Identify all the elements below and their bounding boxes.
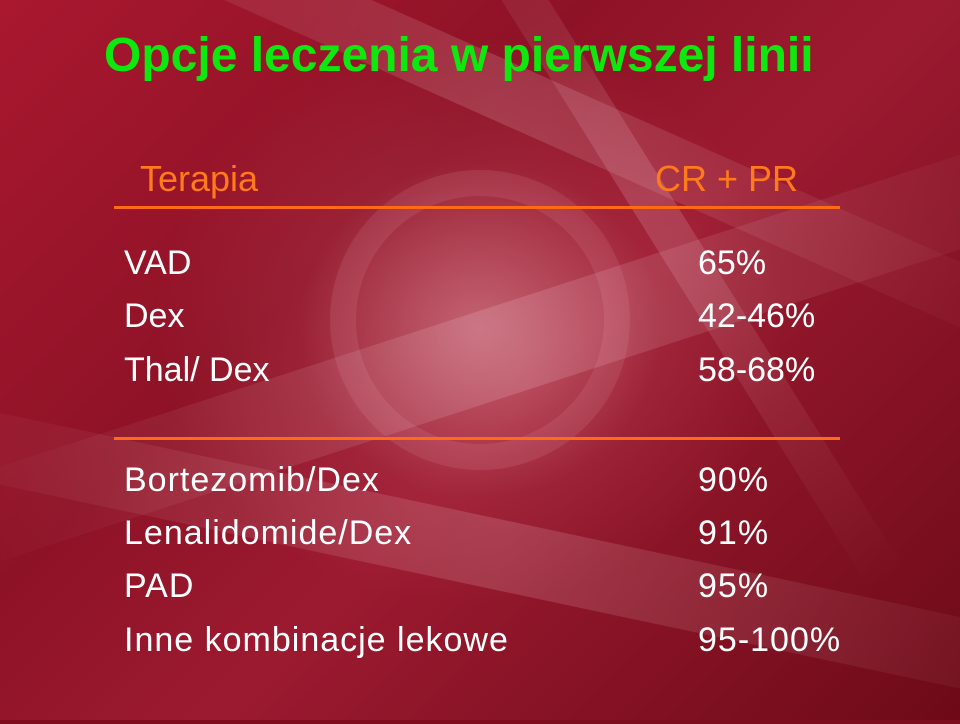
therapy-name: PAD xyxy=(124,567,195,605)
slide-title: Opcje leczenia w pierwszej linii xyxy=(104,29,814,82)
table-row: VAD 65% xyxy=(124,243,854,293)
group-divider xyxy=(114,437,840,440)
table-row: Lenalidomide/Dex 91% xyxy=(124,513,854,563)
response-rate: 42-46% xyxy=(698,297,816,335)
column-header-therapy: Terapia xyxy=(140,158,259,199)
table-row: PAD 95% xyxy=(124,566,854,616)
response-rate: 95% xyxy=(698,567,770,605)
table-row: Dex 42-46% xyxy=(124,296,854,346)
header-divider xyxy=(114,206,840,209)
response-rate: 65% xyxy=(698,244,767,282)
table-row: Bortezomib/Dex 90% xyxy=(124,460,854,510)
therapy-name: Dex xyxy=(124,297,185,335)
response-rate: 95-100% xyxy=(698,621,842,659)
response-rate: 91% xyxy=(698,514,770,552)
table-row: Inne kombinacje lekowe 95-100% xyxy=(124,620,854,670)
therapy-name: Bortezomib/Dex xyxy=(124,461,380,499)
therapy-name: Lenalidomide/Dex xyxy=(124,514,413,552)
table-row: Thal/ Dex 58-68% xyxy=(124,350,854,400)
therapy-name: VAD xyxy=(124,244,192,282)
therapy-name: Thal/ Dex xyxy=(124,351,270,389)
therapy-name: Inne kombinacje lekowe xyxy=(124,621,509,659)
response-rate: 90% xyxy=(698,461,770,499)
response-rate: 58-68% xyxy=(698,351,816,389)
column-header-response: CR + PR xyxy=(655,158,799,199)
